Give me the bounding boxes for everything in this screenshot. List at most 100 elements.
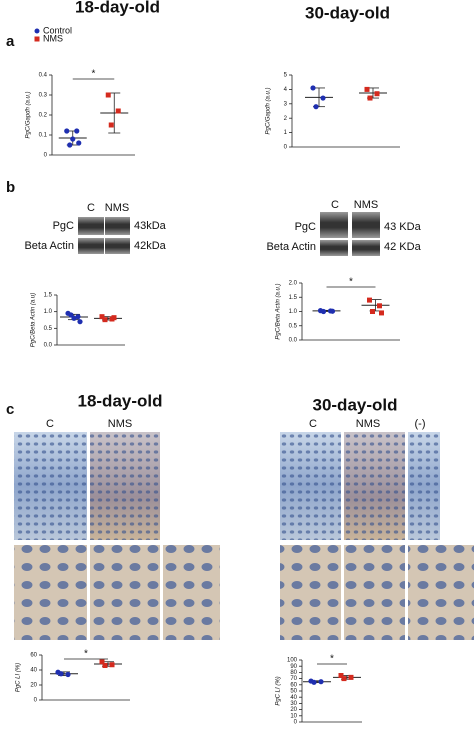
data-point [115,108,121,114]
data-point [364,86,370,92]
y-tick-label: 4 [284,87,288,93]
data-point [65,671,71,678]
data-point [379,310,384,316]
y-tick-label: 1 [284,130,288,136]
y-tick-label: 0.2 [39,113,48,119]
y-tick-label: 10 [290,713,297,719]
data-point [320,308,327,315]
data-point [58,671,64,677]
blot-size: 43kDa [134,220,167,232]
data-point [367,95,373,101]
data-point [311,679,317,685]
significance: * [92,69,96,80]
y-tick-label: 0 [294,720,298,726]
legend-label: NMS [43,33,63,43]
blot [78,217,104,235]
data-point [102,663,108,668]
significance: * [84,649,88,660]
data-point [99,314,105,320]
lane-label: NMS [354,199,378,211]
lane-label: C [87,202,95,214]
data-point [74,128,80,134]
y-tick-label: 70 [290,676,297,682]
data-point [370,309,375,314]
data-point [341,676,347,682]
y-tick-label: 0 [284,145,288,151]
data-point [109,662,115,668]
data-point [329,308,336,314]
blot-label: PgC [53,220,74,232]
data-point [374,91,380,97]
blot [352,240,380,256]
legend-swatch [34,28,40,34]
y-tick-label: 20 [290,707,297,713]
y-axis-label: PgC LI (%) [276,676,282,705]
y-axis-label: PgC/Beta Actin (a.u.) [276,283,282,339]
data-point [64,128,70,134]
data-point [377,303,382,309]
data-point [111,315,117,321]
data-point [348,674,354,680]
data-point [105,92,111,98]
data-point [367,297,372,303]
column-label: C [309,418,317,430]
y-axis-label: PgC/Gapdh (a.u.) [266,87,272,134]
y-tick-label: 1.0 [44,309,53,315]
blot-size: 42 KDa [384,241,422,253]
y-tick-label: 0 [34,698,38,704]
y-tick-label: 1.5 [289,295,298,301]
blot [320,240,348,256]
y-tick-label: 20 [30,683,37,689]
significance: * [349,277,353,288]
heading: 30-day-old [312,395,397,414]
column-label: (-) [415,418,426,430]
legend-swatch [34,36,40,42]
data-point [70,136,76,142]
y-tick-label: 0 [44,153,48,159]
data-point [75,314,81,320]
blot-size: 42kDa [134,240,167,252]
y-tick-label: 0.4 [39,73,48,79]
y-tick-label: 2.0 [289,281,298,287]
data-point [102,317,108,323]
y-tick-label: 40 [30,668,37,674]
y-tick-label: 100 [287,658,298,664]
data-point [71,315,77,321]
data-point [76,140,82,146]
y-tick-label: 80 [290,670,297,676]
data-point [68,312,74,318]
y-axis-label: PgC/Gapdh (a.u.) [26,91,32,138]
y-tick-label: 60 [30,653,37,659]
blot-size: 43 KDa [384,221,422,233]
lane-label: NMS [105,202,129,214]
y-tick-label: 0.3 [39,93,48,99]
y-tick-label: 0.0 [289,338,298,344]
blot [320,212,348,238]
blot-label: Beta Actin [24,240,74,252]
y-tick-label: 0.5 [44,326,53,332]
blot-label: Beta Actin [266,241,316,253]
blot [105,217,130,235]
y-tick-label: 3 [284,101,288,107]
y-axis-label: PgC LI (%) [16,663,22,692]
data-point [318,679,324,685]
heading: 30-day-old [305,3,390,22]
y-tick-label: 0.0 [44,343,53,349]
y-tick-label: 1.5 [44,293,53,299]
y-tick-label: 30 [290,701,297,707]
blot-label: PgC [295,221,316,233]
y-tick-label: 60 [290,682,297,688]
significance: * [330,654,334,665]
panel-label: c [6,401,14,418]
legend-label: Control [43,25,72,35]
panel-label: a [6,33,15,50]
heading: 18-day-old [75,0,160,16]
panel-label: b [6,179,15,196]
data-point [320,95,326,101]
data-point [313,104,319,110]
lane-label: C [331,199,339,211]
y-tick-label: 1.0 [289,309,298,315]
y-axis-label: PgC/Beta Actin (a.u) [31,293,37,347]
data-point [310,85,316,91]
